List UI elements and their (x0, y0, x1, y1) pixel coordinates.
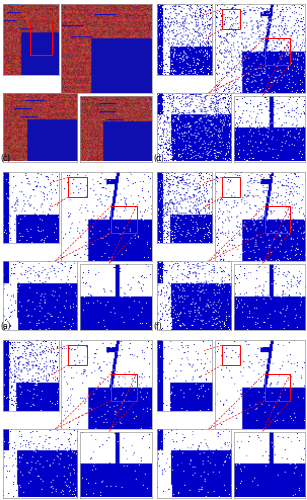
Bar (265, 38, 290, 64)
Bar (222, 346, 240, 365)
Text: (e): (e) (0, 322, 11, 332)
Text: (c): (c) (0, 154, 10, 164)
Bar (265, 374, 290, 400)
Bar (30, 21, 52, 55)
Bar (111, 206, 137, 233)
Bar (68, 178, 87, 197)
Bar (111, 374, 137, 400)
Text: (d): (d) (154, 154, 165, 164)
Bar (222, 178, 240, 197)
Bar (265, 206, 290, 233)
Text: (f): (f) (154, 322, 162, 332)
Bar (222, 10, 240, 29)
Bar (68, 346, 87, 365)
